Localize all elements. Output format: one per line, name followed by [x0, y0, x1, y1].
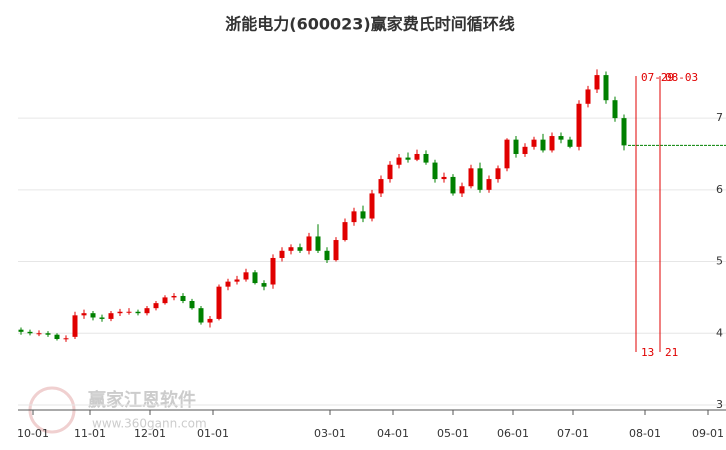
- y-tick-label: 5: [716, 255, 723, 268]
- candle-body: [396, 157, 402, 165]
- candle-body: [486, 179, 492, 190]
- candle-body: [288, 247, 294, 251]
- candle-body: [180, 295, 186, 301]
- x-tick-label: 09-01: [692, 427, 724, 440]
- candle-body: [603, 75, 609, 101]
- x-tick-label: 01-01: [197, 427, 229, 440]
- x-tick-label: 08-01: [629, 427, 661, 440]
- candle-body: [369, 193, 375, 219]
- candle-body: [27, 331, 33, 334]
- candle-body: [549, 136, 555, 151]
- x-tick-label: 07-01: [557, 427, 589, 440]
- candle-body: [198, 308, 204, 323]
- candle-body: [315, 236, 321, 251]
- cycle-count: 21: [665, 346, 678, 359]
- candle-body: [162, 297, 168, 304]
- candle-body: [189, 300, 195, 309]
- candle-body: [63, 338, 69, 340]
- candle-body: [450, 176, 456, 194]
- candle-body: [504, 139, 510, 169]
- candle-body: [531, 139, 537, 147]
- cycle-date: 07-29: [641, 71, 674, 84]
- candle-body: [99, 317, 105, 319]
- candle-body: [45, 333, 51, 335]
- candle-body: [585, 89, 591, 104]
- y-tick-label: 7: [716, 111, 723, 124]
- candle-body: [135, 311, 141, 314]
- candle-body: [522, 146, 528, 154]
- candle-body: [297, 247, 303, 251]
- candle-body: [477, 168, 483, 190]
- candle-body: [387, 164, 393, 180]
- candle-body: [468, 168, 474, 187]
- watermark: 赢家江恩软件: [88, 389, 196, 411]
- candle-body: [252, 272, 258, 284]
- candle-body: [81, 313, 87, 316]
- x-tick-label: 06-01: [497, 427, 529, 440]
- candle-body: [621, 118, 627, 146]
- candle-body: [324, 250, 330, 261]
- x-tick-label: 04-01: [377, 427, 409, 440]
- candle-body: [171, 295, 177, 298]
- candle-body: [513, 139, 519, 154]
- candle-body: [243, 272, 249, 280]
- candle-body: [72, 315, 78, 337]
- candle-body: [153, 303, 159, 309]
- candle-body: [423, 153, 429, 163]
- y-tick-label: 4: [716, 326, 723, 339]
- candle-body: [342, 222, 348, 241]
- candle-body: [225, 281, 231, 287]
- candle-body: [108, 313, 114, 319]
- candle-body: [36, 333, 42, 335]
- candle-body: [378, 179, 384, 194]
- candle-body: [612, 100, 618, 119]
- candle-body: [567, 139, 573, 147]
- candle-body: [459, 186, 465, 194]
- candle-body: [54, 334, 60, 340]
- candle-body: [432, 162, 438, 180]
- x-tick-label: 11-01: [74, 427, 106, 440]
- candle-body: [126, 311, 132, 313]
- candle-body: [234, 279, 240, 282]
- candle-body: [207, 318, 213, 323]
- candle-body: [594, 75, 600, 90]
- candle-body: [90, 313, 96, 318]
- candle-body: [558, 136, 564, 140]
- candle-body: [441, 176, 447, 180]
- candle-body: [279, 250, 285, 258]
- candle-body: [351, 211, 357, 223]
- x-tick-label: 03-01: [314, 427, 346, 440]
- watermark: www.360gann.com: [92, 417, 207, 431]
- y-tick-label: 6: [716, 183, 723, 196]
- candle-body: [270, 257, 276, 285]
- cycle-count: 13: [641, 346, 654, 359]
- x-tick-label: 10-01: [17, 427, 49, 440]
- candle-body: [405, 157, 411, 160]
- candle-body: [261, 283, 267, 287]
- candle-body: [117, 311, 123, 314]
- candle-body: [414, 153, 420, 160]
- x-tick-label: 12-01: [134, 427, 166, 440]
- candle-body: [144, 308, 150, 314]
- candle-body: [18, 329, 24, 332]
- candle-body: [360, 211, 366, 219]
- candle-body: [495, 168, 501, 180]
- cycle-date: 08-03: [665, 71, 698, 84]
- chart-title: 浙能电力(600023)赢家费氏时间循环线: [225, 15, 514, 34]
- candle-body: [540, 139, 546, 151]
- candle-body: [576, 103, 582, 147]
- candle-body: [306, 236, 312, 251]
- candle-body: [333, 240, 339, 261]
- candle-body: [216, 286, 222, 319]
- x-tick-label: 05-01: [437, 427, 469, 440]
- y-tick-label: 3: [716, 398, 723, 411]
